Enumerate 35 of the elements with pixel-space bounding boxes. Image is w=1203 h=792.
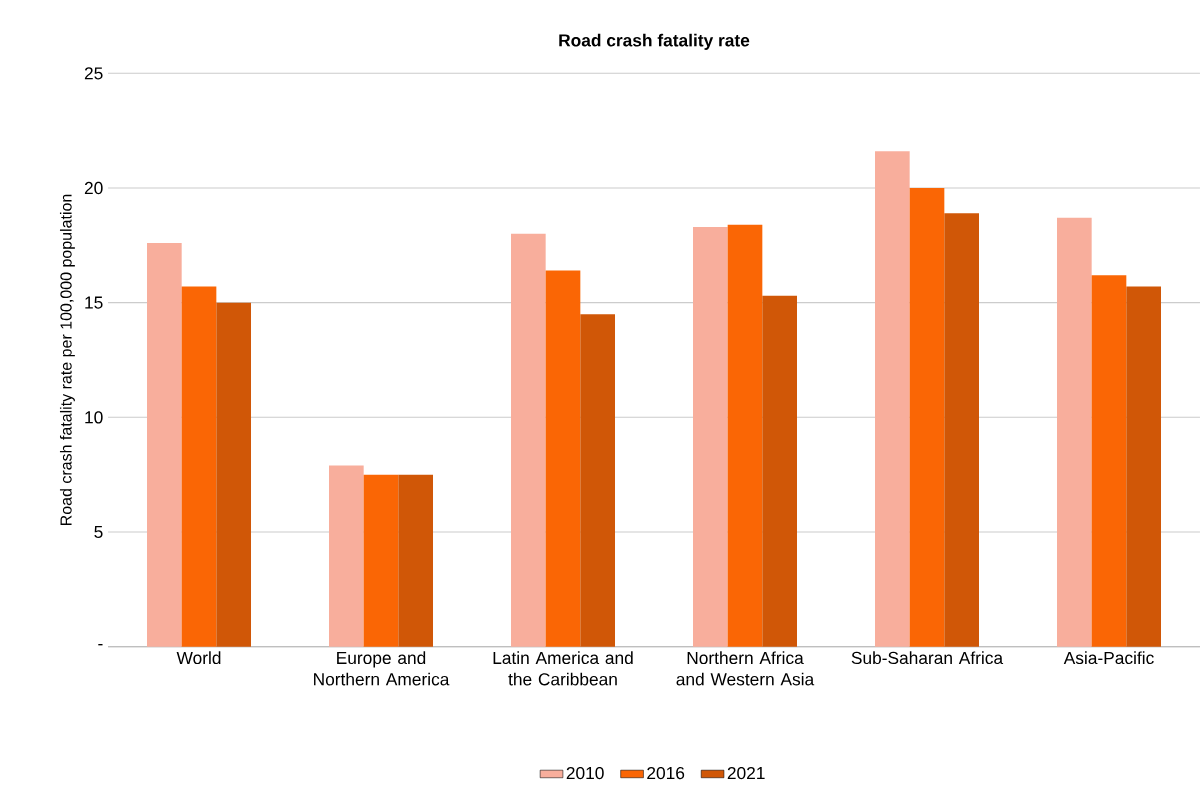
x-tick-label: Latin America and the Caribbean — [493, 651, 633, 686]
bar — [909, 187, 945, 647]
bar — [762, 295, 797, 647]
y-tick-label: 25 — [84, 67, 103, 80]
bar — [693, 226, 728, 647]
bar — [398, 474, 434, 647]
bar — [944, 213, 979, 647]
bar — [1057, 217, 1092, 647]
x-tick-label: Asia-Pacific — [1063, 651, 1154, 665]
bar — [1126, 286, 1161, 647]
legend-label: 2021 — [727, 766, 765, 780]
bar — [329, 465, 364, 647]
y-tick-label: 10 — [85, 411, 103, 424]
x-tick-label: Sub-Saharan Africa — [851, 651, 1004, 665]
y-tick-label: - — [98, 644, 103, 646]
bar — [875, 151, 910, 647]
legend-label: 2016 — [647, 766, 685, 780]
bar — [181, 286, 217, 647]
x-tick-label: World — [176, 651, 221, 665]
bar — [363, 474, 399, 647]
bar — [727, 224, 763, 647]
bar — [147, 243, 182, 647]
y-tick-label: 20 — [84, 181, 103, 195]
bar — [511, 233, 546, 647]
legend-label: 2010 — [566, 766, 604, 780]
y-tick-label: 5 — [94, 525, 103, 539]
bar — [1091, 275, 1127, 647]
x-tick-label: Europe and Northern America — [314, 651, 450, 686]
bar — [545, 270, 581, 647]
y-axis-title: Road crash fatality rate per 100,000 population — [59, 194, 75, 525]
x-tick-label: Northern Africa and Western Asia — [676, 651, 815, 686]
y-tick-label: 15 — [85, 296, 103, 309]
bar — [580, 314, 616, 647]
chart-title: Road crash fatality rate — [559, 33, 750, 50]
bar — [216, 302, 252, 647]
